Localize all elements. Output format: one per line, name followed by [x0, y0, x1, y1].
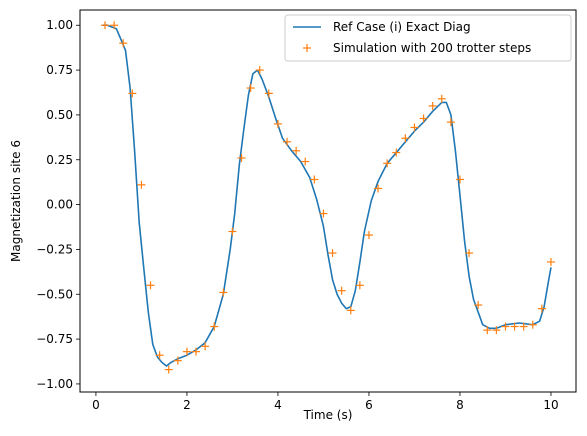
x-tick-label: 0 [92, 398, 100, 412]
data-point-simulation [364, 231, 373, 240]
data-point-simulation [428, 101, 437, 110]
y-tick-label: −0.50 [36, 287, 73, 301]
data-point-simulation [346, 306, 355, 315]
series-markers-simulation [101, 21, 555, 374]
legend: Ref Case (i) Exact Diag Simulation with … [284, 14, 572, 62]
data-point-simulation [410, 123, 419, 132]
data-point-simulation [465, 249, 474, 258]
data-point-simulation [537, 304, 546, 313]
legend-label-ref-case: Ref Case (i) Exact Diag [333, 20, 471, 34]
data-point-simulation [101, 21, 110, 30]
data-point-simulation [374, 184, 383, 193]
data-point-simulation [528, 320, 537, 329]
data-point-simulation [264, 89, 273, 98]
data-point-simulation [192, 347, 201, 356]
data-point-simulation [446, 118, 455, 127]
y-axis-label: Magnetization site 6 [9, 140, 23, 262]
data-point-simulation [283, 137, 292, 146]
x-tick-label: 2 [183, 398, 191, 412]
data-point-simulation [310, 175, 319, 184]
data-point-simulation [392, 148, 401, 157]
data-point-simulation [546, 257, 555, 266]
data-point-simulation [110, 21, 119, 30]
x-tick-label: 8 [456, 398, 464, 412]
y-axis: −1.00 −0.75 −0.50 −0.25 0.00 0.25 0.50 0.75 1.00 [36, 18, 80, 391]
y-tick-label: 0.25 [46, 153, 73, 167]
legend-label-simulation: Simulation with 200 trotter steps [333, 41, 531, 55]
data-point-simulation [319, 209, 328, 218]
data-point-simulation [173, 356, 182, 365]
axes-frame [79, 9, 577, 393]
data-point-simulation [292, 146, 301, 155]
data-point-simulation [146, 281, 155, 290]
data-point-simulation [119, 39, 128, 48]
y-tick-label: 0.50 [46, 108, 73, 122]
x-axis-label: Time (s) [303, 408, 353, 422]
legend-box [284, 14, 572, 62]
data-point-simulation [483, 326, 492, 335]
data-point-simulation [301, 157, 310, 166]
y-tick-label: −1.00 [36, 377, 73, 391]
data-point-simulation [155, 351, 164, 360]
y-tick-label: 0.00 [46, 198, 73, 212]
data-point-simulation [474, 301, 483, 310]
legend-plus-marker [303, 44, 311, 52]
y-tick-label: 0.75 [46, 63, 73, 77]
y-tick-label: 1.00 [46, 18, 73, 32]
data-point-simulation [228, 227, 237, 236]
data-point-simulation [255, 66, 264, 75]
data-point-simulation [437, 94, 446, 103]
data-point-simulation [401, 134, 410, 143]
data-point-simulation [419, 114, 428, 123]
series-line-ref-case [102, 24, 552, 367]
data-point-simulation [355, 281, 364, 290]
data-point-simulation [137, 180, 146, 189]
data-point-simulation [237, 153, 246, 162]
data-point-simulation [337, 286, 346, 295]
y-tick-label: −0.25 [36, 242, 73, 256]
data-point-simulation [210, 322, 219, 331]
legend-marker-swatch [303, 44, 311, 52]
data-point-simulation [519, 322, 528, 331]
data-point-simulation [201, 342, 210, 351]
x-tick-label: 10 [543, 398, 558, 412]
data-point-simulation [219, 288, 228, 297]
x-tick-label: 6 [365, 398, 373, 412]
data-point-simulation [328, 249, 337, 258]
data-point-simulation [492, 326, 501, 335]
data-point-simulation [455, 175, 464, 184]
data-point-simulation [501, 322, 510, 331]
data-point-simulation [383, 159, 392, 168]
data-point-simulation [510, 322, 519, 331]
x-tick-label: 4 [274, 398, 282, 412]
data-point-simulation [273, 119, 282, 128]
data-point-simulation [182, 347, 191, 356]
x-axis: 0 2 4 6 8 10 [92, 392, 559, 412]
data-point-simulation [128, 89, 137, 98]
data-point-simulation [246, 84, 255, 93]
y-tick-label: −0.75 [36, 332, 73, 346]
plot-area [101, 21, 555, 374]
data-point-simulation [164, 365, 173, 374]
